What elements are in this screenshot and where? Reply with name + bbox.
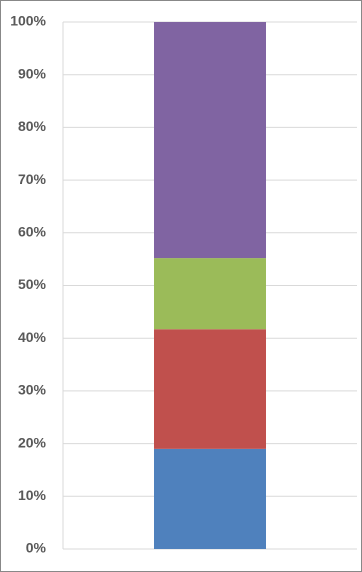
bar-segment	[154, 22, 266, 259]
y-tick-label: 50%	[18, 276, 47, 292]
y-tick-label: 0%	[26, 540, 47, 556]
y-tick-label: 40%	[18, 329, 47, 345]
y-tick-label: 70%	[18, 171, 47, 187]
y-tick-label: 30%	[18, 382, 47, 398]
bar-segment	[154, 448, 266, 549]
bar-segment	[154, 329, 266, 449]
y-tick-label: 80%	[18, 118, 47, 134]
y-tick-label: 20%	[18, 434, 47, 450]
y-tick-label: 10%	[18, 487, 47, 503]
bar-segment	[154, 258, 266, 330]
y-tick-label: 60%	[18, 224, 47, 240]
y-tick-label: 90%	[18, 65, 47, 81]
y-tick-label: 100%	[10, 13, 46, 29]
